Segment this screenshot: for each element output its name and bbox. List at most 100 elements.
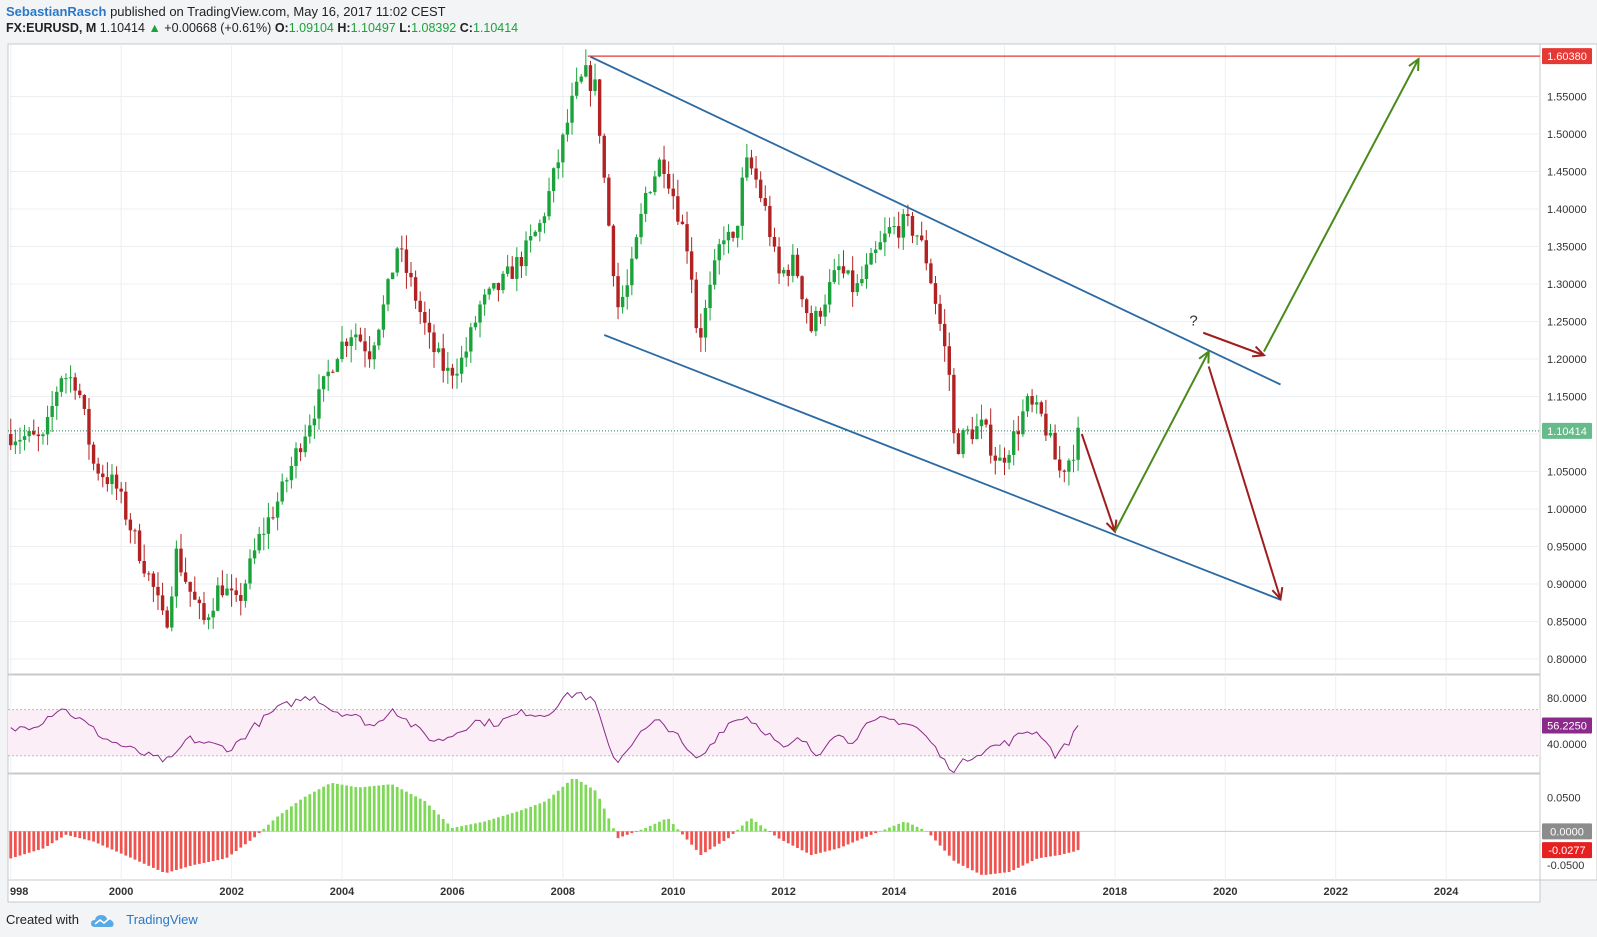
candle-body — [653, 176, 657, 193]
last-price-badge-bg — [1542, 422, 1592, 439]
price-tick-label: 0.95000 — [1547, 542, 1587, 554]
candle-body — [308, 425, 312, 437]
histogram-bar — [216, 831, 220, 861]
candle-body — [354, 334, 358, 338]
histogram-bar — [966, 831, 970, 869]
price-tick-label: 1.35000 — [1547, 242, 1587, 254]
time-tick-label: 2006 — [440, 886, 464, 898]
candle-body — [395, 248, 399, 273]
histogram-bar — [566, 782, 569, 832]
candle-body — [335, 359, 340, 372]
candle-body — [864, 264, 869, 280]
candle-body — [193, 591, 197, 600]
candle-body — [533, 231, 537, 237]
open-value: 1.09104 — [288, 21, 334, 35]
candle-body — [13, 441, 18, 446]
histogram-bar — [911, 824, 914, 832]
histogram-bar — [1035, 831, 1039, 859]
histogram-bar — [207, 831, 210, 862]
histogram-bar — [253, 831, 256, 838]
candle-body — [947, 346, 951, 375]
candle-body — [800, 276, 804, 300]
candle-body — [59, 378, 64, 392]
tradingview-brand-link[interactable]: TradingView — [126, 912, 198, 927]
candle-body — [666, 173, 671, 189]
projection-arrow-down[interactable] — [1202, 331, 1265, 357]
candle-body — [662, 159, 666, 174]
histogram-bar — [883, 829, 887, 832]
histogram-bar — [943, 831, 947, 851]
candle-body — [160, 595, 165, 611]
candle-body — [873, 249, 878, 254]
open-label: O: — [274, 21, 289, 35]
histogram-bar — [786, 831, 790, 844]
candle-body — [1002, 457, 1007, 463]
candle-body — [781, 269, 786, 274]
histogram-bar — [142, 831, 146, 864]
histogram-bar — [694, 831, 698, 850]
published-text: published on TradingView.com, May 16, 20… — [110, 4, 446, 19]
candle-body — [809, 313, 813, 332]
candle-body — [745, 157, 749, 178]
histogram-bar — [46, 831, 49, 847]
time-axis[interactable] — [7, 879, 1541, 903]
histogram-bar — [64, 831, 68, 835]
tradingview-cloud-icon[interactable] — [90, 914, 115, 928]
price-axis[interactable] — [1539, 43, 1597, 881]
projection-arrow-up[interactable] — [1263, 58, 1420, 352]
histogram-bar — [929, 831, 933, 836]
time-tick-label: 2012 — [771, 886, 795, 898]
price-tick-label: 1.25000 — [1547, 317, 1587, 329]
histogram-bar — [809, 831, 813, 856]
candle-body — [542, 216, 547, 224]
candle-body — [689, 251, 694, 280]
projection-arrow-down[interactable] — [1207, 366, 1282, 600]
histogram-bar — [520, 810, 523, 832]
histogram-bar — [243, 831, 247, 845]
candle-body — [965, 429, 970, 431]
histogram-zero-badge: 0.0000 — [1550, 826, 1584, 838]
rsi-line[interactable] — [10, 691, 1079, 774]
histogram-bar — [952, 831, 956, 861]
histogram-bar — [515, 811, 519, 832]
channel-lower-line[interactable] — [603, 334, 1281, 601]
projection-arrow-up[interactable] — [1114, 351, 1210, 532]
candle-body — [869, 253, 873, 265]
candle-body — [924, 240, 928, 264]
histogram-bar — [699, 831, 703, 856]
histogram-bar — [23, 831, 26, 855]
histogram-tick-label: 0.0500 — [1547, 793, 1581, 805]
histogram-pane[interactable] — [7, 773, 1541, 881]
projection-arrow-down[interactable] — [1080, 433, 1116, 532]
histogram-bar — [170, 831, 174, 872]
histogram-bar — [851, 831, 855, 843]
candle-body — [837, 266, 841, 271]
candle-body — [565, 122, 570, 135]
candle-body — [78, 390, 82, 396]
histogram-bar — [524, 808, 528, 832]
histogram-bar — [395, 786, 399, 832]
channel-upper-line[interactable] — [590, 55, 1281, 386]
candle-body — [487, 288, 491, 295]
histogram-bar — [938, 831, 942, 846]
candle-body — [202, 603, 206, 621]
histogram-bar — [27, 831, 31, 853]
candle-body — [772, 237, 777, 247]
price-tick-label: 1.45000 — [1547, 167, 1587, 179]
histogram-bar — [18, 831, 22, 856]
histogram-bar — [501, 815, 505, 832]
histogram-bar — [469, 824, 473, 832]
histogram-bar — [336, 783, 339, 832]
last-price-badge: 1.10414 — [1547, 426, 1587, 438]
candle-body — [36, 434, 41, 437]
histogram-bar — [1026, 831, 1029, 864]
candle-body — [804, 299, 809, 314]
histogram-bar — [1072, 831, 1075, 852]
price-tick-label: 0.90000 — [1547, 579, 1587, 591]
author-link[interactable]: SebastianRasch — [6, 4, 107, 19]
candle-body — [289, 466, 294, 481]
histogram-bar — [483, 821, 487, 832]
histogram-bar — [533, 805, 537, 832]
candle-body — [579, 76, 583, 82]
